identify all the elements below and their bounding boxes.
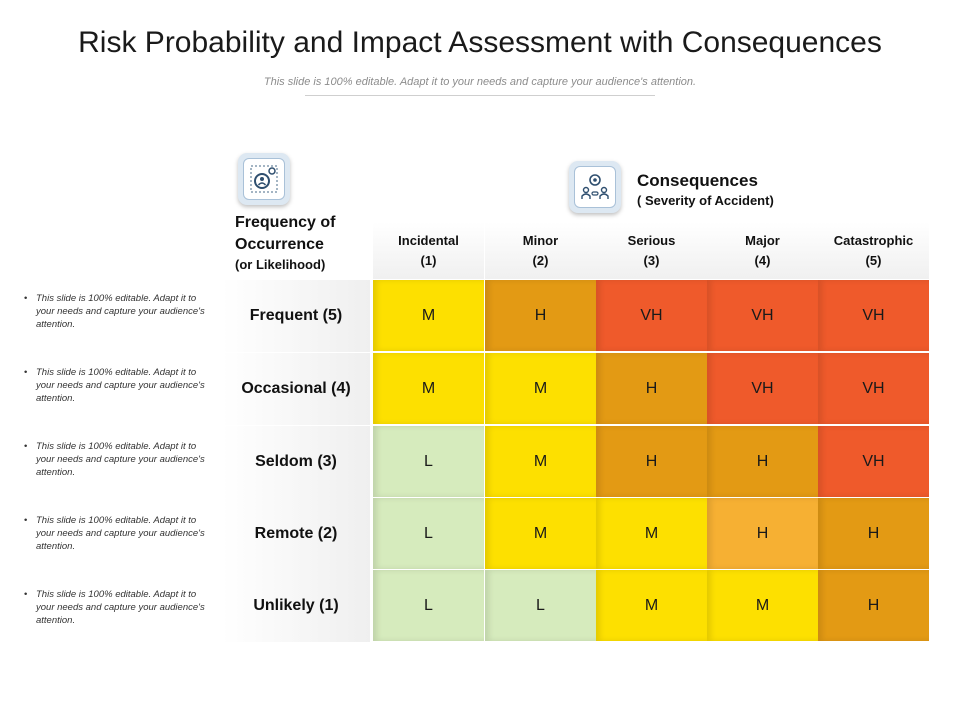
- column-header-serious: Serious (3): [596, 222, 707, 279]
- consequences-header: Consequences ( Severity of Accident): [637, 170, 857, 210]
- matrix-cell: M: [373, 353, 484, 424]
- column-header-minor: Minor (2): [485, 222, 596, 279]
- gear-person-icon: [250, 165, 278, 193]
- column-header-name: Minor: [522, 232, 559, 248]
- matrix-cell: VH: [818, 353, 929, 424]
- matrix-cell: H: [707, 498, 818, 569]
- row-label-seldom: Seldom (3): [222, 426, 370, 498]
- matrix-cell: H: [818, 498, 929, 569]
- matrix-cell: M: [596, 498, 707, 569]
- column-header-num: (5): [865, 252, 882, 268]
- row-label-unlikely: Unlikely (1): [222, 570, 370, 642]
- matrix-cell: L: [485, 570, 596, 641]
- consequences-icon-box: [569, 161, 621, 213]
- side-note: • This slide is 100% editable. Adapt it t…: [24, 366, 214, 405]
- matrix-cell: VH: [596, 280, 707, 351]
- side-note: • This slide is 100% editable. Adapt it t…: [24, 514, 214, 553]
- frequency-header-line1: Frequency of: [235, 214, 336, 231]
- side-note: • This slide is 100% editable. Adapt it t…: [24, 440, 214, 479]
- matrix-cell: H: [485, 280, 596, 351]
- column-header-num: (3): [643, 252, 660, 268]
- matrix-cell: H: [596, 426, 707, 497]
- matrix-cell: L: [373, 426, 484, 497]
- consequences-header-line1: Consequences: [637, 171, 758, 190]
- column-header-major: Major (4): [707, 222, 818, 279]
- column-header-name: Serious: [627, 232, 676, 248]
- side-note-text: This slide is 100% editable. Adapt it to…: [36, 367, 205, 404]
- frequency-header: Frequency of Occurrence (or Likelihood): [235, 212, 375, 274]
- page-subtitle: This slide is 100% editable. Adapt it to…: [263, 76, 697, 88]
- matrix-cell: H: [818, 570, 929, 641]
- matrix-cell: VH: [818, 280, 929, 351]
- matrix-cell: L: [373, 498, 484, 569]
- row-label-remote: Remote (2): [222, 498, 370, 570]
- consequences-header-line2: ( Severity of Accident): [637, 193, 774, 208]
- frequency-header-line3: (or Likelihood): [235, 257, 326, 272]
- matrix-cell: H: [596, 353, 707, 424]
- matrix-cell: M: [596, 570, 707, 641]
- side-note-text: This slide is 100% editable. Adapt it to…: [36, 515, 205, 552]
- matrix-cell: H: [707, 426, 818, 497]
- matrix-cell: M: [485, 353, 596, 424]
- matrix-cell: M: [485, 426, 596, 497]
- column-header-name: Major: [745, 232, 780, 248]
- column-header-num: (4): [754, 252, 771, 268]
- matrix-cell: VH: [707, 353, 818, 424]
- column-header-catastrophic: Catastrophic (5): [818, 222, 929, 279]
- side-note: • This slide is 100% editable. Adapt it t…: [24, 292, 214, 331]
- matrix-cell: M: [485, 498, 596, 569]
- matrix-cell: M: [373, 280, 484, 351]
- page-title: Risk Probability and Impact Assessment w…: [78, 26, 882, 59]
- subtitle-divider: [305, 95, 655, 96]
- column-header-incidental: Incidental (1): [373, 222, 484, 279]
- side-note-text: This slide is 100% editable. Adapt it to…: [36, 441, 205, 478]
- matrix-cell: VH: [707, 280, 818, 351]
- column-header-num: (2): [532, 252, 549, 268]
- row-label-occasional: Occasional (4): [222, 353, 370, 425]
- matrix-cell: VH: [818, 426, 929, 497]
- column-header-name: Incidental: [398, 232, 459, 248]
- side-note-text: This slide is 100% editable. Adapt it to…: [36, 589, 205, 626]
- row-label-frequent: Frequent (5): [222, 280, 370, 352]
- team-gear-icon: [581, 174, 609, 199]
- column-header-num: (1): [420, 252, 437, 268]
- matrix-cell: M: [707, 570, 818, 641]
- frequency-icon-box: [238, 153, 290, 205]
- matrix-cell: L: [373, 570, 484, 641]
- column-header-name: Catastrophic: [833, 232, 914, 248]
- side-note: • This slide is 100% editable. Adapt it t…: [24, 588, 214, 627]
- frequency-header-line2: Occurrence: [235, 236, 324, 253]
- side-note-text: This slide is 100% editable. Adapt it to…: [36, 293, 205, 330]
